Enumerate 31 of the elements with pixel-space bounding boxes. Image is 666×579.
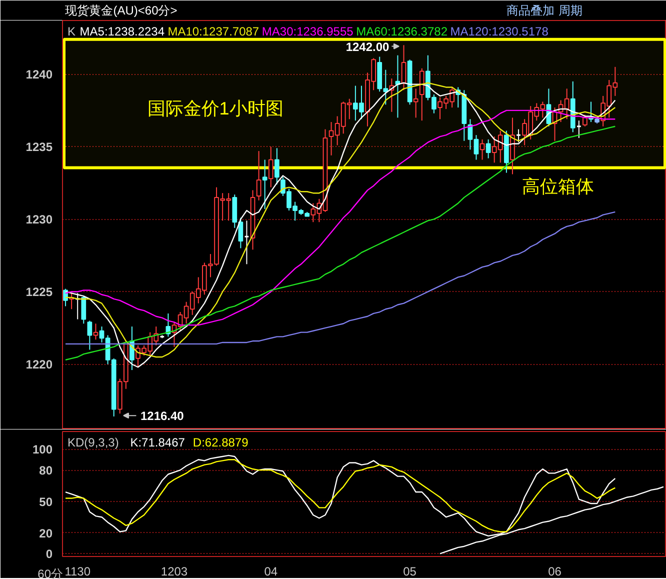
legend-title: KD(9,3,3) bbox=[68, 435, 119, 450]
text: MA60:1236.3782 bbox=[356, 24, 448, 38]
series-label: K:71.8467 bbox=[130, 435, 186, 450]
y-tick-label: 1240 bbox=[26, 68, 53, 82]
text: MA120:1230.5178 bbox=[450, 24, 549, 38]
x-tick-label: 1130 bbox=[64, 564, 91, 578]
text: MA30:1236.9555 bbox=[262, 24, 354, 38]
x-tick-label: 1203 bbox=[160, 564, 188, 578]
x-tick-label: 06 bbox=[548, 564, 562, 578]
text: MA5:1238.2234 bbox=[80, 24, 165, 38]
y-tick-label: 80 bbox=[39, 464, 53, 478]
y-tick-label: 100 bbox=[32, 442, 53, 457]
y-tick-label: 1220 bbox=[26, 358, 53, 372]
legend-title: K bbox=[68, 24, 76, 38]
text: MA10:1237.7087 bbox=[168, 24, 260, 38]
chart-title: 现货黄金(AU)<60分> bbox=[65, 4, 178, 18]
x-tick-label: 05 bbox=[403, 564, 417, 578]
text: 周期 bbox=[558, 4, 582, 18]
y-tick-label: 1225 bbox=[26, 285, 53, 300]
y-tick-label: 1235 bbox=[26, 140, 53, 154]
x-tick-label: 04 bbox=[264, 564, 278, 578]
y-tick-label: 20 bbox=[39, 526, 53, 540]
annotation: 1216.40 bbox=[140, 409, 184, 424]
band-label: 高位箱体 bbox=[522, 176, 594, 197]
series-label: D:62.8879 bbox=[192, 435, 249, 450]
annotation: 1242.00 bbox=[346, 40, 390, 54]
y-tick-label: 0 bbox=[46, 547, 53, 562]
text: 商品叠加 bbox=[506, 4, 554, 18]
annotation: 国际金价1小时图 bbox=[147, 98, 284, 118]
y-tick-label: 50 bbox=[39, 494, 53, 509]
y-tick-label: 1230 bbox=[26, 212, 53, 227]
